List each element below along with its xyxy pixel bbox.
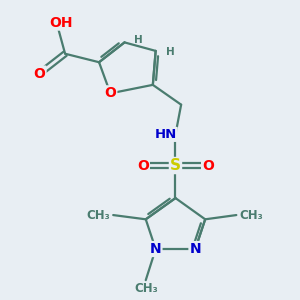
Text: O: O: [104, 86, 116, 100]
Text: OH: OH: [49, 16, 73, 30]
Text: O: O: [137, 158, 149, 172]
Text: S: S: [170, 158, 181, 173]
Text: O: O: [34, 67, 46, 80]
Text: CH₃: CH₃: [134, 282, 158, 295]
Text: N: N: [150, 242, 161, 256]
Text: HN: HN: [154, 128, 177, 141]
Text: N: N: [190, 242, 201, 256]
Text: H: H: [166, 47, 174, 57]
Text: CH₃: CH₃: [87, 208, 110, 222]
Text: CH₃: CH₃: [239, 208, 263, 222]
Text: O: O: [202, 158, 214, 172]
Text: H: H: [134, 34, 143, 45]
